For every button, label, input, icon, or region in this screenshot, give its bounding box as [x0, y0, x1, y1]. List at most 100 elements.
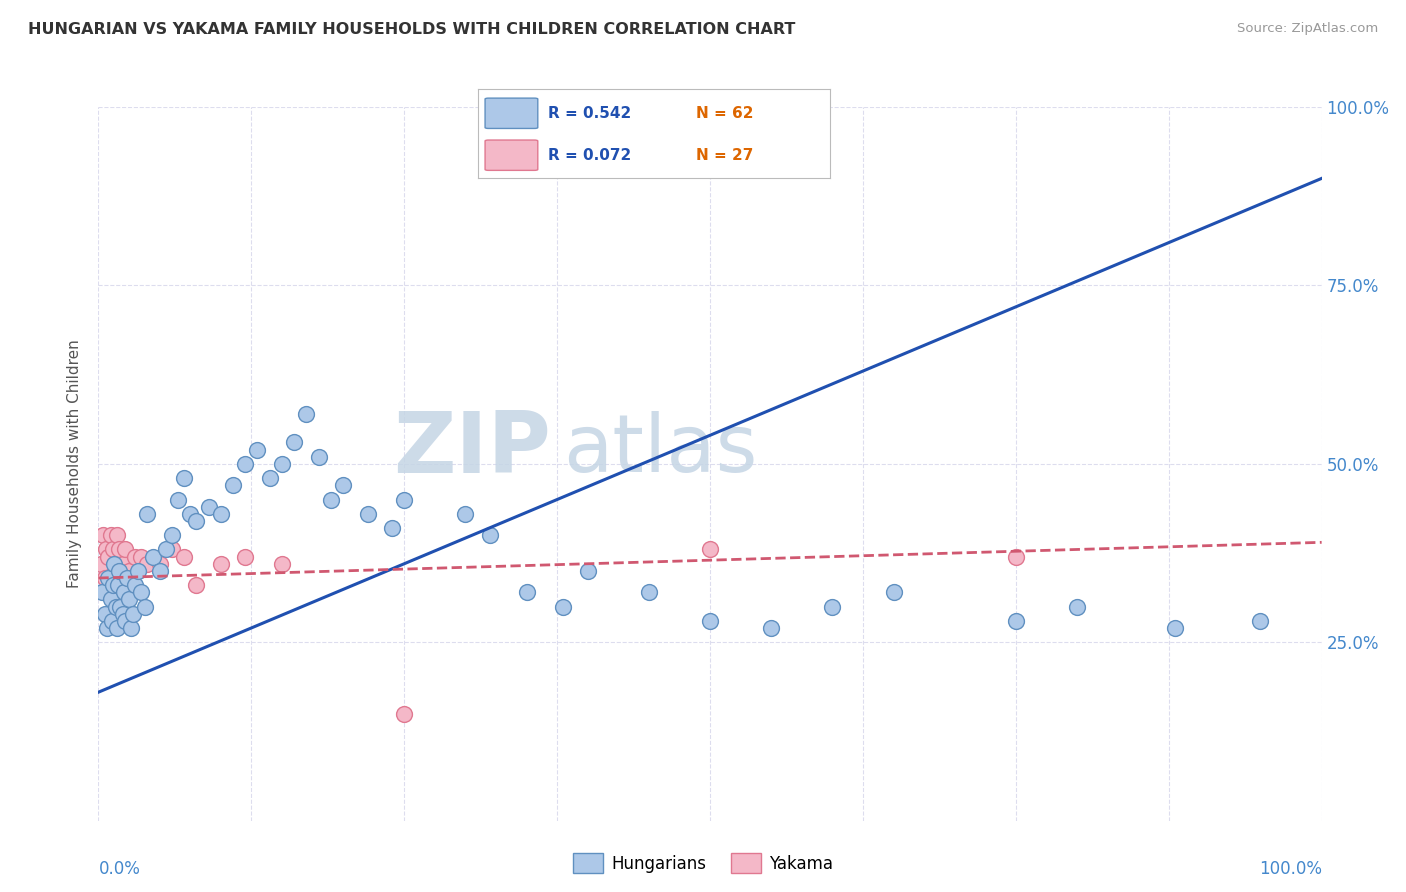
Point: [576, 564, 599, 578]
Text: ZIP: ZIP: [394, 408, 551, 491]
Point: [149, 557, 172, 571]
Point: [93, 607, 115, 621]
Point: [129, 585, 152, 599]
Point: [100, 592, 122, 607]
Point: [516, 585, 538, 599]
Point: [381, 521, 404, 535]
Point: [1004, 549, 1026, 564]
Point: [120, 621, 142, 635]
Point: [1250, 614, 1272, 628]
Point: [105, 528, 128, 542]
Point: [761, 621, 783, 635]
Point: [107, 578, 129, 592]
Point: [97, 549, 120, 564]
Point: [127, 564, 149, 578]
Text: R = 0.542: R = 0.542: [548, 106, 631, 120]
Point: [149, 564, 172, 578]
Point: [270, 457, 294, 471]
Point: [108, 564, 131, 578]
Point: [883, 585, 905, 599]
Point: [222, 478, 245, 492]
Point: [142, 549, 165, 564]
Point: [101, 578, 124, 592]
Point: [91, 585, 114, 599]
Point: [638, 585, 661, 599]
FancyBboxPatch shape: [485, 140, 538, 170]
Point: [97, 571, 120, 585]
Point: [100, 528, 122, 542]
Point: [96, 621, 118, 635]
Text: atlas: atlas: [564, 410, 758, 489]
Point: [295, 407, 318, 421]
Point: [821, 599, 844, 614]
Point: [167, 492, 190, 507]
Point: [104, 599, 127, 614]
Point: [308, 450, 330, 464]
Point: [112, 585, 135, 599]
Point: [246, 442, 269, 457]
Point: [259, 471, 281, 485]
Point: [118, 592, 141, 607]
Text: R = 0.072: R = 0.072: [548, 148, 631, 162]
Point: [124, 549, 146, 564]
Point: [197, 500, 219, 514]
Point: [101, 614, 124, 628]
Point: [699, 542, 721, 557]
Point: [209, 507, 232, 521]
Point: [111, 578, 134, 592]
Point: [114, 542, 136, 557]
Point: [478, 528, 501, 542]
Point: [101, 542, 124, 557]
Point: [173, 471, 195, 485]
Point: [94, 542, 117, 557]
Point: [186, 514, 208, 528]
Point: [104, 564, 127, 578]
Text: HUNGARIAN VS YAKAMA FAMILY HOUSEHOLDS WITH CHILDREN CORRELATION CHART: HUNGARIAN VS YAKAMA FAMILY HOUSEHOLDS WI…: [28, 22, 796, 37]
Point: [105, 621, 128, 635]
Point: [111, 607, 134, 621]
Point: [270, 557, 294, 571]
Point: [332, 478, 354, 492]
Text: 100.0%: 100.0%: [1258, 860, 1322, 878]
Point: [392, 492, 416, 507]
Point: [319, 492, 342, 507]
Point: [111, 557, 134, 571]
Point: [160, 542, 183, 557]
Text: N = 62: N = 62: [696, 106, 754, 120]
Point: [129, 549, 152, 564]
Point: [1004, 614, 1026, 628]
Point: [108, 542, 131, 557]
Point: [134, 599, 156, 614]
Point: [118, 564, 141, 578]
Point: [160, 528, 183, 542]
Point: [699, 614, 721, 628]
FancyBboxPatch shape: [485, 98, 538, 128]
Point: [1164, 621, 1187, 635]
Point: [155, 542, 177, 557]
Point: [115, 571, 138, 585]
Point: [1066, 599, 1088, 614]
Point: [110, 599, 132, 614]
Point: [90, 557, 112, 571]
Point: [93, 571, 115, 585]
Point: [179, 507, 201, 521]
Point: [124, 578, 146, 592]
Point: [136, 507, 159, 521]
Text: Source: ZipAtlas.com: Source: ZipAtlas.com: [1237, 22, 1378, 36]
Point: [392, 706, 416, 721]
Point: [454, 507, 477, 521]
Point: [91, 528, 114, 542]
Point: [186, 578, 208, 592]
Point: [233, 457, 256, 471]
Point: [553, 599, 575, 614]
Point: [173, 549, 195, 564]
Point: [103, 557, 125, 571]
Legend: Hungarians, Yakama: Hungarians, Yakama: [567, 847, 839, 880]
Text: N = 27: N = 27: [696, 148, 754, 162]
Point: [283, 435, 305, 450]
Point: [136, 557, 159, 571]
Y-axis label: Family Households with Children: Family Households with Children: [67, 340, 83, 588]
Point: [121, 607, 143, 621]
Point: [233, 549, 256, 564]
Point: [209, 557, 232, 571]
